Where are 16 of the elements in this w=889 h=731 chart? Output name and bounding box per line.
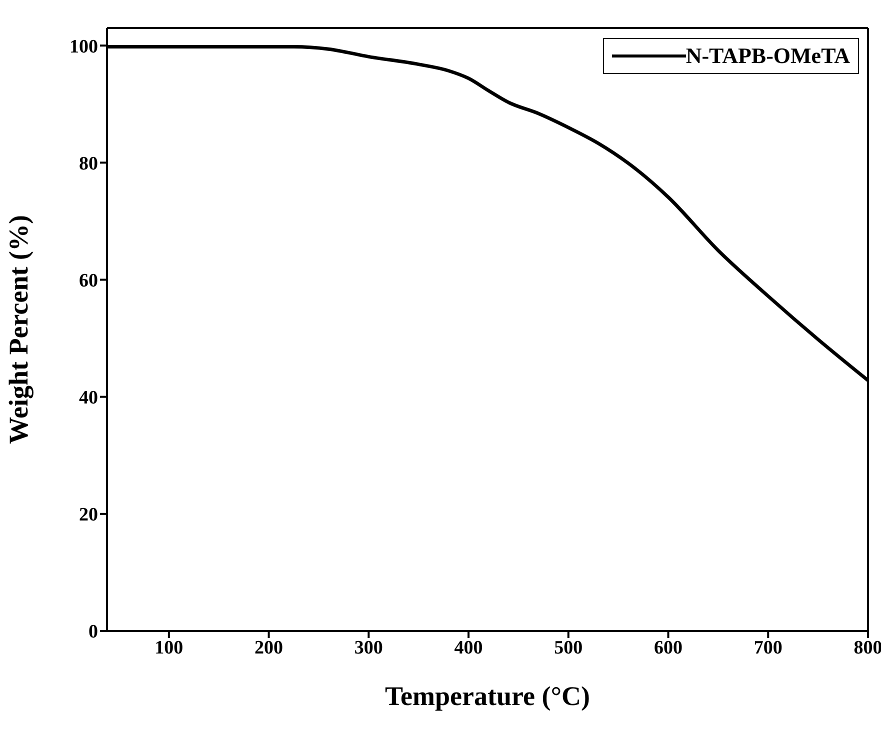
x-tick-label: 400 <box>454 637 483 658</box>
y-tick-label: 40 <box>79 388 98 409</box>
x-tick-label: 700 <box>754 637 782 658</box>
y-tick-label: 80 <box>79 153 98 174</box>
x-tick-label: 500 <box>554 637 583 658</box>
x-tick-label: 300 <box>354 637 383 658</box>
x-axis-title: Temperature (°C) <box>384 681 590 711</box>
x-tick-label: 200 <box>254 637 284 658</box>
y-tick-label: 0 <box>88 622 98 643</box>
y-tick-label: 20 <box>79 504 98 526</box>
x-tick-label: 600 <box>654 637 683 658</box>
y-axis-title: Weight Percent (%) <box>4 215 34 444</box>
y-tick-label: 60 <box>79 270 98 292</box>
y-tick-label: 100 <box>70 36 98 58</box>
legend-label: N-TAPB-OMeTA <box>686 43 850 69</box>
x-tick-label: 100 <box>154 637 184 658</box>
